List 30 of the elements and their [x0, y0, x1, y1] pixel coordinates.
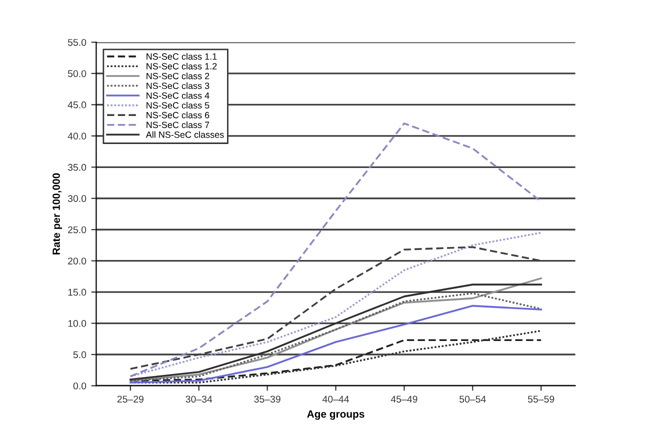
legend-label: NS-SeC class 3 — [146, 82, 210, 90]
legend-label: NS-SeC class 7 — [146, 121, 210, 128]
legend-label: NS-SeC class 4 — [146, 92, 210, 99]
y-tick-label: 55.0 — [68, 38, 86, 46]
y-tick-label: 35.0 — [68, 164, 86, 171]
x-tick-label: 55–59 — [528, 396, 554, 403]
x-tick-label: 50–54 — [460, 396, 486, 403]
legend-label: NS-SeC class 5 — [146, 102, 210, 109]
y-tick-label: 25.0 — [68, 226, 86, 234]
y-tick-label: 10.0 — [68, 320, 86, 327]
x-axis-title: Age groups — [307, 410, 364, 420]
y-tick-label: 30.0 — [68, 195, 86, 202]
y-tick-label: 50.0 — [68, 70, 86, 78]
y-tick-label: 15.0 — [68, 288, 86, 296]
x-tick-label: 25–29 — [117, 396, 144, 403]
y-tick-label: 5.0 — [73, 351, 86, 358]
legend-label: All NS-SeC classes — [146, 131, 224, 138]
y-tick-label: 0.0 — [73, 382, 86, 390]
y-tick-label: 40.0 — [68, 132, 86, 140]
legend-label: NS-SeC class 2 — [146, 72, 210, 80]
legend-label: NS-SeC class 1.1 — [146, 53, 217, 60]
y-axis-title: Rate per 100,000 — [52, 173, 62, 254]
x-tick-label: 45–49 — [390, 396, 418, 403]
x-tick-label: 40–44 — [322, 396, 349, 403]
x-tick-label: 35–39 — [254, 396, 280, 403]
legend-label: NS-SeC class 1.2 — [146, 62, 217, 70]
legend-label: NS-SeC class 6 — [146, 112, 210, 118]
y-tick-label: 45.0 — [68, 101, 86, 108]
y-tick-label: 20.0 — [68, 258, 86, 264]
x-tick-label: 30–34 — [186, 396, 212, 403]
